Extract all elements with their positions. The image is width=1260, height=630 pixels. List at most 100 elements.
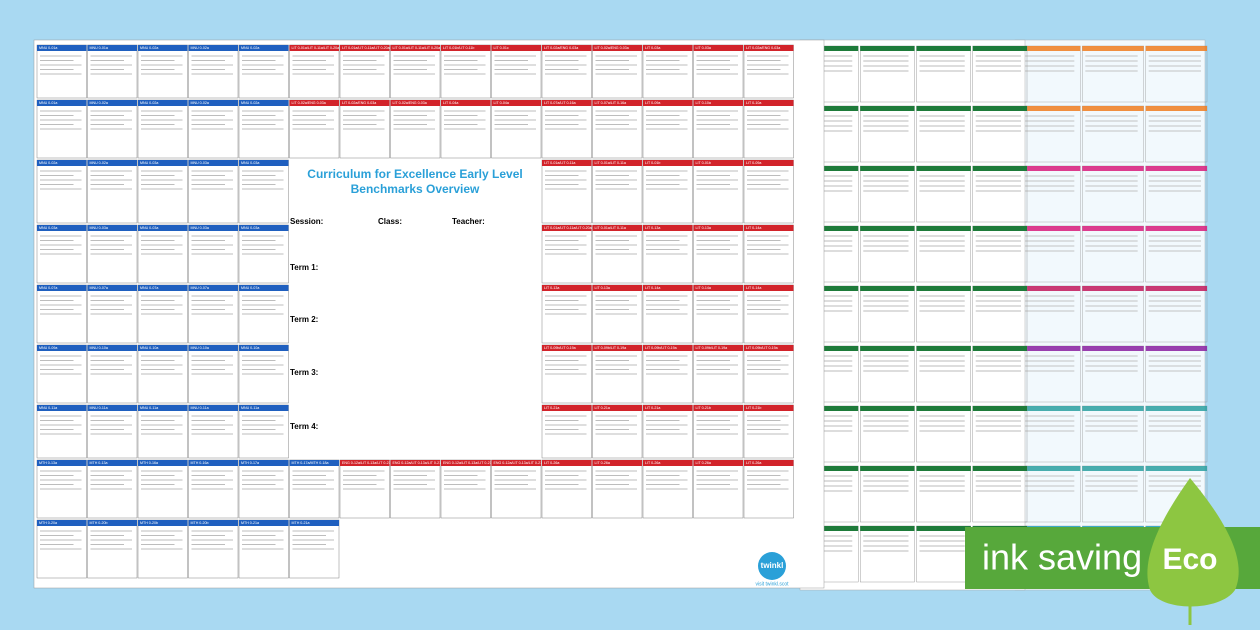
cell-header	[441, 460, 491, 466]
cell	[238, 404, 289, 459]
cell	[743, 159, 794, 224]
cell-header	[592, 45, 642, 51]
back-header	[972, 226, 1027, 231]
cell-code: LIT 0-03a	[645, 46, 660, 50]
cell-header	[744, 285, 794, 291]
teacher-label: Teacher:	[452, 217, 485, 226]
cell-header	[592, 405, 642, 411]
cell-code: LIT 0-02a/ENG 0-03a	[393, 101, 427, 105]
cell-code: MTH 0-17a	[241, 461, 259, 465]
cell-code: MTH 0-16a	[140, 461, 158, 465]
cell-header	[744, 460, 794, 466]
cell	[188, 159, 239, 224]
back-header	[1082, 226, 1144, 231]
cell-header	[138, 160, 188, 166]
cell-code: MTH 0-13a	[39, 461, 57, 465]
cell-header	[542, 285, 592, 291]
back-header	[1145, 46, 1207, 51]
cell-code: MNU 0-02a	[140, 46, 158, 50]
cell-header	[744, 45, 794, 51]
cell-header	[138, 225, 188, 231]
term-label: Term 4:	[290, 422, 318, 431]
cell-code: MNU 0-01a	[39, 101, 57, 105]
cell-code: LIT 0-13a	[645, 226, 660, 230]
term-label: Term 3:	[290, 368, 318, 377]
back-header	[972, 166, 1027, 171]
cell-header	[138, 520, 188, 526]
cell-header	[37, 345, 87, 351]
cell-header	[239, 405, 289, 411]
back-header	[1082, 46, 1144, 51]
cell	[137, 44, 188, 99]
cell	[440, 44, 491, 99]
cell-header	[744, 225, 794, 231]
cell-code: LIT 0-01b	[645, 161, 660, 165]
cell-header	[744, 100, 794, 106]
leaf-text: Eco	[1162, 543, 1217, 576]
cell-header	[744, 345, 794, 351]
cell	[87, 44, 138, 99]
cell-code: LIT 0-21a	[595, 406, 610, 410]
cell-header	[188, 45, 238, 51]
logo: twinkl	[761, 561, 784, 570]
back-header	[804, 526, 859, 531]
cell	[36, 404, 87, 459]
cell-header	[239, 225, 289, 231]
cell-code: LIT 0-09b/LIT 0-19a	[746, 346, 778, 350]
cell	[188, 44, 239, 99]
back-sheet	[799, 39, 1026, 591]
back-header	[860, 466, 915, 471]
cell-header	[542, 225, 592, 231]
cell	[36, 44, 87, 99]
cell-code: LIT 0-09a	[645, 101, 660, 105]
cell-code: MNU 0-02a	[140, 101, 158, 105]
cell-code: MNU 0-02a	[191, 101, 209, 105]
cell	[642, 159, 693, 224]
cell-header	[138, 45, 188, 51]
back-header	[972, 406, 1027, 411]
back-header	[804, 46, 859, 51]
cell-code: MNU 0-07a	[191, 286, 209, 290]
cell-header	[592, 460, 642, 466]
cell-header	[87, 100, 137, 106]
cell-code: MNU 0-11a	[191, 406, 209, 410]
cell	[592, 44, 643, 99]
cell-header	[87, 45, 137, 51]
cell-code: LIT 0-21b	[696, 406, 711, 410]
cell-code: LIT 0-26a	[544, 461, 559, 465]
cell-header	[37, 100, 87, 106]
cell-header	[340, 100, 390, 106]
cell-code: LIT 0-21a	[544, 406, 559, 410]
cell-code: MTH 0-20b	[191, 521, 209, 525]
cell	[693, 44, 744, 99]
cell-header	[138, 100, 188, 106]
cell-code: MNU 0-03a	[191, 226, 209, 230]
back-header	[860, 106, 915, 111]
cell	[743, 44, 794, 99]
cell-code: LIT 0-01a/LIT 0-11a	[544, 161, 575, 165]
cell-code: LIT 0-09b/LIT 0-19a	[544, 346, 576, 350]
cell-header	[592, 100, 642, 106]
back-header	[916, 286, 971, 291]
back-header	[1019, 46, 1081, 51]
cell-code: MNU 0-10a	[241, 346, 259, 350]
cell-header	[542, 45, 592, 51]
back-header	[1019, 106, 1081, 111]
cell-header	[693, 460, 743, 466]
cell-code: LIT 0-04a	[494, 101, 509, 105]
cell	[541, 44, 592, 99]
cell	[390, 44, 441, 99]
back-header	[1145, 106, 1207, 111]
cell-header	[542, 100, 592, 106]
back-header	[860, 286, 915, 291]
cell-code: MTH 0-21a	[241, 521, 259, 525]
cell-header	[188, 405, 238, 411]
cell-code: MNU 0-02a	[39, 161, 57, 165]
cell-code: MTH 0-20b	[140, 521, 158, 525]
cell-header	[188, 285, 238, 291]
cell-header	[239, 460, 289, 466]
cell-code: LIT 0-09b/LIT 0-19a	[696, 346, 728, 350]
cell-code: MNU 0-03a	[191, 161, 209, 165]
cell-code: LIT 0-09b/LIT 0-19a	[645, 346, 677, 350]
leaf	[1147, 478, 1239, 607]
